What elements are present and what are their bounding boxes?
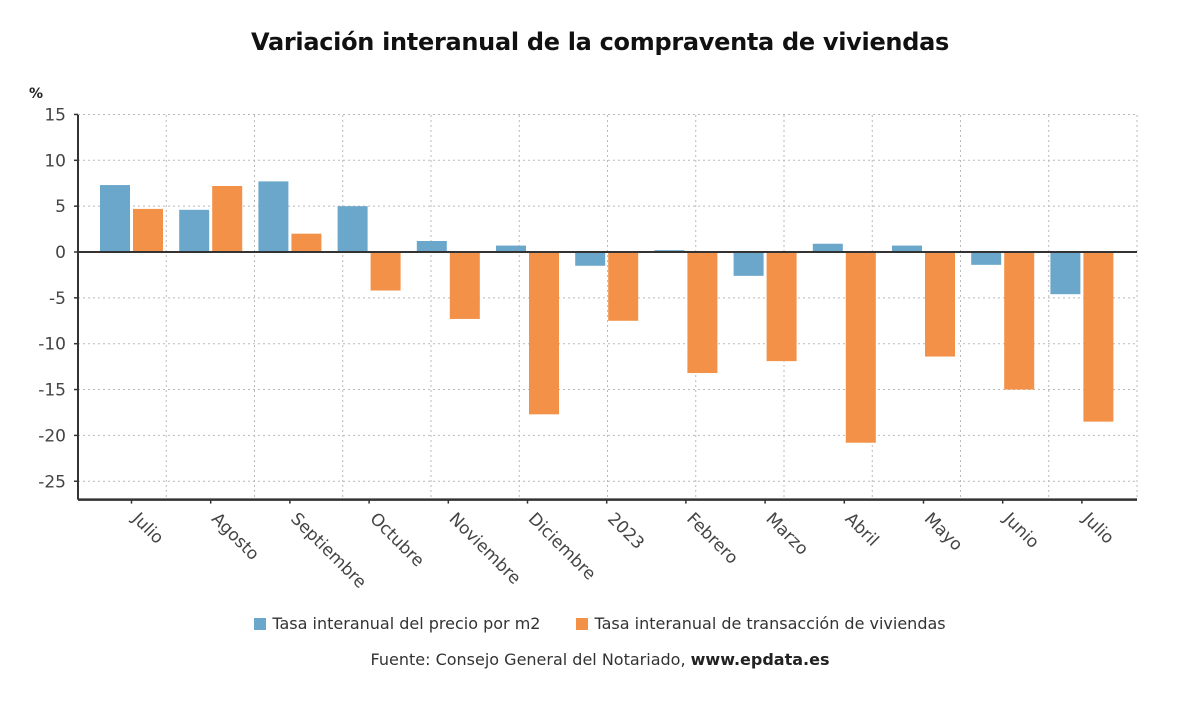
chart-title: Variación interanual de la compraventa d… [251,28,949,56]
y-tick-label: -15 [38,381,66,401]
bar-transactions [608,252,639,321]
legend-label-price: Tasa interanual del precio por m2 [272,614,541,633]
y-tick-label: -20 [38,426,66,446]
bars [100,181,1114,443]
bar-transactions [370,252,401,291]
x-tick-label: Octubre [366,509,428,571]
bar-chart: 15 10 5 0 -5 -10 -15 -20 -25 Julio Agosto Septiemb… [38,105,1138,593]
legend-label-transactions: Tasa interanual de transacción de vivien… [594,614,946,633]
x-tick-label: Abril [841,509,883,551]
legend-swatch-price [254,617,267,630]
legend-item-price: Tasa interanual del precio por m2 [254,614,540,633]
bar-transactions [845,252,876,443]
bar-transactions [529,252,559,415]
x-tick-label: Junio [998,508,1042,552]
bar-transactions [925,252,955,357]
y-tick-label: 15 [44,105,66,125]
bar-transactions [212,185,243,252]
x-tick-label: Noviembre [445,509,525,589]
x-tick-label: Febrero [682,509,742,569]
source-note: Fuente: Consejo General del Notariado, w… [0,650,1200,669]
x-tick-label: Mayo [920,509,966,555]
legend-swatch-transactions [576,617,589,630]
bar-price [971,252,1002,265]
x-tick-label: 2023 [603,509,648,554]
bar-price [496,245,526,252]
y-tick-label: -5 [49,289,66,309]
legend-item-transactions: Tasa interanual de transacción de vivien… [576,614,946,633]
x-tick-label: Julio [127,508,167,548]
bar-transactions [449,252,480,319]
x-tick-label: Julio [1078,508,1118,548]
source-text: Fuente: Consejo General del Notariado, [370,650,691,669]
bar-price [416,240,447,252]
axes [74,113,1137,504]
bar-price [100,185,130,252]
y-tick-label: 0 [55,243,66,263]
x-tick-label: Agosto [207,509,263,565]
y-axis-unit-label: % [29,86,44,102]
bar-price [575,252,606,266]
bar-price [337,206,368,252]
bar-transactions [133,208,163,252]
bar-transactions [291,233,322,252]
bar-price [258,181,289,252]
bar-transactions [766,252,797,362]
x-tick-label: Diciembre [524,509,600,585]
bar-price [812,243,843,252]
y-tick-label: 5 [55,197,66,217]
bar-transactions [1083,252,1114,422]
bar-price [179,209,210,252]
y-tick-label: 10 [44,151,66,171]
bar-price [892,245,922,252]
x-tick-label: Septiembre [286,509,370,593]
y-tick-label: -10 [38,335,66,355]
bar-price [1050,252,1081,295]
y-tick-label: -25 [38,472,66,492]
grid-lines [78,113,1138,500]
bar-price [733,252,764,276]
bar-transactions [687,252,718,374]
legend: Tasa interanual del precio por m2 Tasa i… [0,614,1200,633]
x-tick-label: Marzo [762,509,812,559]
bar-transactions [1004,252,1035,390]
y-tick-labels: 15 10 5 0 -5 -10 -15 -20 -25 [38,105,66,492]
source-link[interactable]: www.epdata.es [690,650,830,669]
